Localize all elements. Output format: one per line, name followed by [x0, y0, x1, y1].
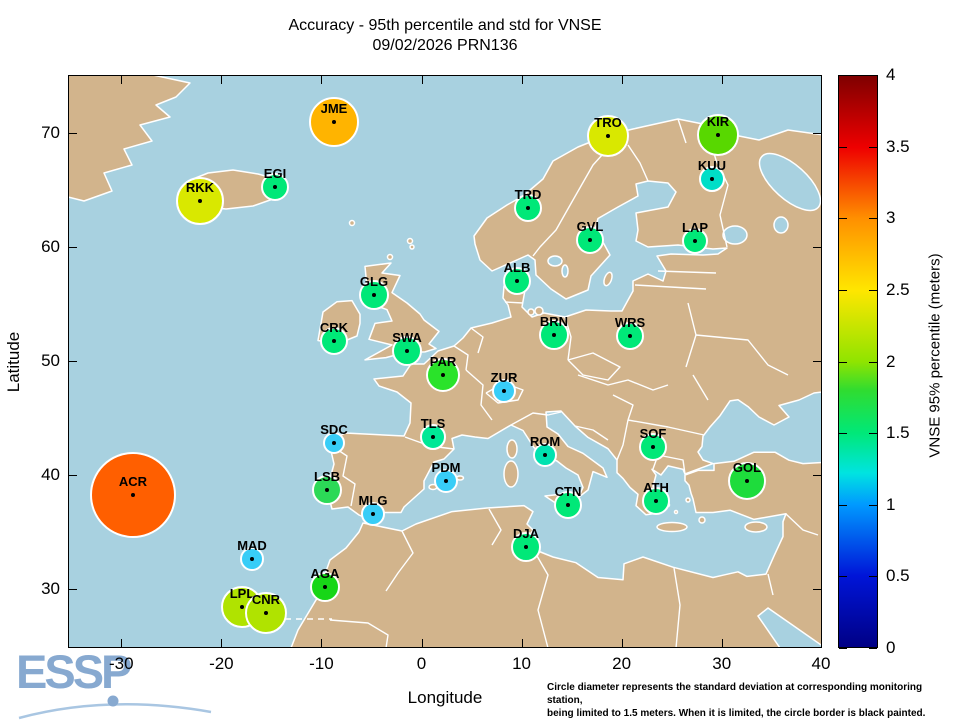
x-tick-label: 10: [512, 654, 532, 673]
x-tick-label: -10: [309, 654, 334, 673]
y-tick-label: 70: [41, 123, 60, 142]
europe-map: [68, 75, 822, 648]
essp-logo: ESSP: [14, 648, 234, 720]
essp-logo-text: ESSP: [16, 645, 132, 698]
chart-title-line1: Accuracy - 95th percentile and std for V…: [288, 17, 602, 34]
y-tick-label: 30: [41, 579, 60, 598]
x-tick-label: 0: [416, 654, 427, 673]
colorbar-label: VNSE 95% percentile (meters): [926, 253, 944, 458]
x-tick-label: 30: [712, 654, 732, 673]
colorbar-tick-mark: [869, 648, 877, 649]
colorbar-tick-label: 0: [886, 638, 896, 657]
colorbar: [838, 75, 878, 648]
chart-title-line2: 09/02/2026 PRN136: [372, 37, 518, 54]
essp-logo-arc-icon: [18, 695, 212, 720]
footnote: Circle diameter represents the standard …: [547, 681, 959, 720]
x-axis-label: Longitude: [407, 688, 483, 707]
x-tick-label: 20: [612, 654, 632, 673]
footnote-line2: being limited to 1.5 meters. When it is …: [547, 708, 926, 719]
colorbar-tick-label: 3.5: [886, 136, 910, 156]
x-tick-label: 40: [811, 654, 831, 673]
colorbar-tick-label: 0.5: [886, 566, 910, 586]
colorbar-tick-mark: [839, 648, 847, 649]
footnote-line1: Circle diameter represents the standard …: [547, 682, 923, 706]
country-borders: [285, 118, 819, 648]
inland-water: [547, 152, 822, 648]
y-axis-label: Latitude: [4, 331, 23, 393]
colorbar-tick-label: 4: [886, 65, 896, 84]
chart-title: Accuracy - 95th percentile and std for V…: [68, 16, 822, 56]
